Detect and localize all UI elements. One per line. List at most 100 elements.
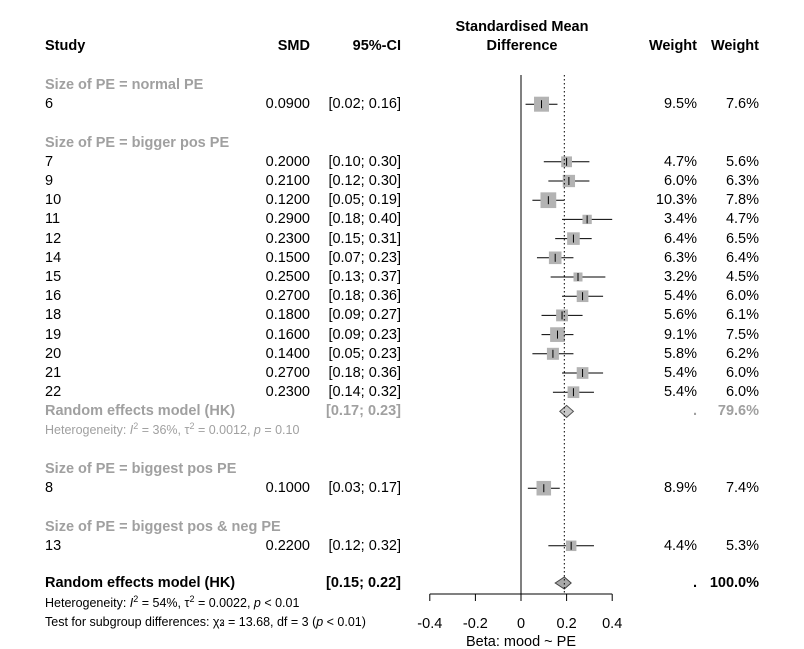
overall-diamond [554, 576, 572, 590]
smd-value: 0.2700 [265, 288, 310, 305]
smd-value: 0.1600 [265, 326, 310, 343]
study-label: 13 [45, 537, 62, 554]
p-symbol: p [253, 596, 261, 610]
study-label: 14 [45, 249, 62, 266]
weight-random-value: 7.8% [725, 192, 759, 209]
subgroup-label: Size of PE = normal PE [45, 77, 204, 93]
smd-value: 0.2300 [265, 230, 310, 247]
study-label: 22 [45, 384, 62, 401]
weight-random-value: 6.0% [725, 384, 759, 401]
weight-common-value: 8.9% [663, 480, 697, 497]
smd-value: 0.1400 [265, 345, 310, 362]
study-label: 16 [45, 288, 62, 305]
study-label: 11 [45, 211, 61, 228]
study-label: 20 [45, 345, 62, 362]
subgroup-test-part: Test for subgroup differences: [45, 615, 213, 629]
weight-random-value: 7.4% [725, 480, 759, 497]
weight-common-value: 4.4% [663, 537, 697, 554]
x-tick-label: 0 [517, 616, 525, 632]
plot-title-line2: Difference [486, 38, 558, 54]
ci-value: [0.13; 0.37] [328, 269, 401, 285]
ci-value: [0.03; 0.17] [328, 480, 401, 497]
study-column-header: Study [45, 38, 86, 54]
subgroup-diamond [559, 404, 575, 419]
weight-random-value: 6.0% [725, 365, 759, 381]
x-tick-label: -0.2 [463, 616, 488, 632]
overall-model-label: Random effects model (HK) [45, 575, 236, 591]
weight-random-value: 4.5% [725, 269, 759, 285]
weight-common-value: 3.2% [663, 269, 697, 285]
tau-symbol: τ [184, 422, 190, 437]
x-tick-label: 0.2 [557, 616, 577, 632]
subgroup-heterogeneity: Heterogeneity: I2 = 36%, τ2 = 0.0012, p … [45, 421, 300, 437]
i2-symbol: I [129, 422, 134, 437]
smd-value: 0.2100 [265, 173, 310, 189]
heterogeneity-part: < 0.01 [260, 596, 300, 610]
ci-value: [0.15; 0.31] [328, 230, 401, 247]
subgroup-label: Size of PE = biggest pos PE [45, 461, 237, 477]
weight-common-value: 5.4% [663, 365, 697, 381]
study-label: 8 [45, 480, 54, 497]
subgroup-label: Size of PE = bigger pos PE [45, 134, 230, 151]
ci-value: [0.09; 0.23] [328, 326, 401, 343]
heterogeneity-part: = 0.0022, [194, 596, 254, 610]
weight-common-value: 9.1% [663, 326, 697, 343]
subgroup-model-ci: [0.17; 0.23] [326, 403, 401, 420]
subgroup-model-weight-common: . [692, 403, 697, 420]
study-label: 21 [45, 365, 62, 381]
ci-value: [0.18; 0.36] [328, 365, 401, 381]
overall-heterogeneity: Heterogeneity: I2 = 54%, τ2 = 0.0022, p … [45, 593, 300, 610]
ci-value: [0.09; 0.27] [328, 307, 401, 324]
heterogeneity-part: = 0.10 [260, 422, 300, 437]
study-label: 19 [45, 326, 62, 343]
superscript: 2 [189, 593, 195, 604]
weight-common-value: 9.5% [663, 96, 697, 113]
ci-value: [0.14; 0.32] [328, 384, 401, 401]
weight-random-value: 4.7% [725, 211, 759, 228]
heterogeneity-part: Heterogeneity: [45, 596, 130, 610]
smd-value: 0.2300 [265, 384, 310, 401]
heterogeneity-part: = 36%, [138, 422, 185, 437]
ci-value: [0.02; 0.16] [328, 96, 401, 113]
weight-common-value: 6.0% [663, 173, 697, 189]
weight-random-value: 6.5% [725, 230, 759, 247]
ci-column-header: 95%-CI [352, 38, 401, 54]
smd-value: 0.2500 [265, 269, 310, 285]
heterogeneity-part: Heterogeneity: [45, 422, 130, 437]
tau-symbol: τ [184, 596, 190, 610]
weight-random-header: Weight [710, 38, 759, 54]
smd-value: 0.1200 [265, 192, 310, 209]
ci-value: [0.18; 0.36] [328, 288, 401, 305]
weight-common-value: 10.3% [655, 192, 697, 209]
ci-value: [0.12; 0.32] [328, 537, 401, 554]
subgroup-test-part: < 0.01) [323, 615, 366, 629]
smd-value: 0.2200 [265, 537, 310, 554]
weight-common-header: Weight [648, 38, 697, 54]
weight-common-value: 6.3% [663, 249, 697, 266]
subgroup-model-weight-random: 79.6% [717, 403, 759, 420]
overall-model-weight-random: 100.0% [709, 575, 759, 591]
weight-random-value: 7.5% [725, 326, 759, 343]
subgroup-model-label: Random effects model (HK) [45, 403, 236, 420]
weight-random-value: 7.6% [725, 96, 759, 113]
subgroup-test-part: χ [212, 615, 220, 629]
subgroup-label: Size of PE = biggest pos & neg PE [45, 518, 281, 535]
study-label: 6 [45, 96, 54, 113]
ci-value: [0.05; 0.23] [328, 345, 401, 362]
weight-common-value: 5.8% [663, 345, 697, 362]
weight-common-value: 5.4% [663, 384, 697, 401]
subgroup-test-part: p [316, 615, 324, 629]
p-symbol: p [253, 422, 261, 437]
smd-value: 0.1000 [265, 480, 310, 497]
superscript: 2 [133, 420, 139, 431]
study-label: 7 [45, 153, 54, 170]
smd-value: 0.0900 [265, 96, 310, 113]
overall-model-weight-common: . [692, 575, 697, 591]
weight-random-value: 6.3% [725, 173, 759, 189]
smd-value: 0.2700 [265, 365, 310, 381]
ci-value: [0.05; 0.19] [328, 192, 401, 209]
smd-value: 0.1800 [265, 307, 310, 324]
ci-value: [0.07; 0.23] [328, 249, 401, 266]
heterogeneity-part: = 54%, [138, 596, 185, 610]
heterogeneity-part: = 0.0012, [194, 422, 254, 437]
